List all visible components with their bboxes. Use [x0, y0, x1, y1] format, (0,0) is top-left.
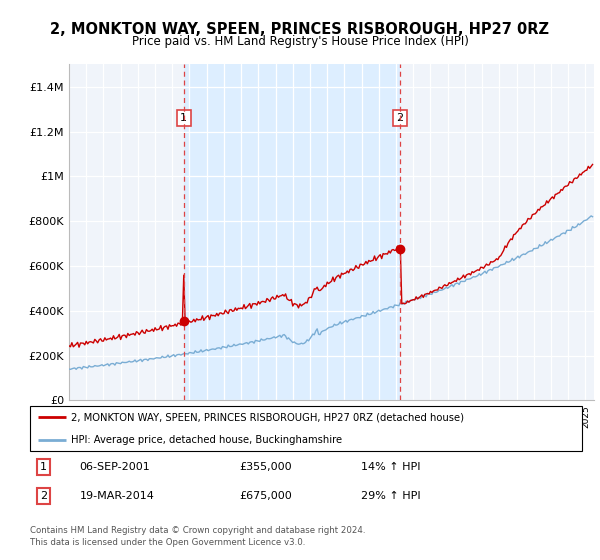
Text: Price paid vs. HM Land Registry's House Price Index (HPI): Price paid vs. HM Land Registry's House …: [131, 35, 469, 48]
Text: 2: 2: [396, 113, 403, 123]
Text: 1: 1: [40, 462, 47, 472]
Text: £675,000: £675,000: [240, 491, 293, 501]
Text: 14% ↑ HPI: 14% ↑ HPI: [361, 462, 421, 472]
Text: 2, MONKTON WAY, SPEEN, PRINCES RISBOROUGH, HP27 0RZ (detached house): 2, MONKTON WAY, SPEEN, PRINCES RISBOROUG…: [71, 412, 464, 422]
Text: 1: 1: [181, 113, 187, 123]
Text: 19-MAR-2014: 19-MAR-2014: [80, 491, 155, 501]
Text: 2: 2: [40, 491, 47, 501]
Text: 2, MONKTON WAY, SPEEN, PRINCES RISBOROUGH, HP27 0RZ: 2, MONKTON WAY, SPEEN, PRINCES RISBOROUG…: [50, 22, 550, 38]
Text: £355,000: £355,000: [240, 462, 292, 472]
Bar: [184, 64, 400, 400]
Text: 29% ↑ HPI: 29% ↑ HPI: [361, 491, 421, 501]
Text: 06-SEP-2001: 06-SEP-2001: [80, 462, 151, 472]
Text: Contains HM Land Registry data © Crown copyright and database right 2024.: Contains HM Land Registry data © Crown c…: [30, 526, 365, 535]
Text: HPI: Average price, detached house, Buckinghamshire: HPI: Average price, detached house, Buck…: [71, 435, 343, 445]
Text: This data is licensed under the Open Government Licence v3.0.: This data is licensed under the Open Gov…: [30, 538, 305, 547]
